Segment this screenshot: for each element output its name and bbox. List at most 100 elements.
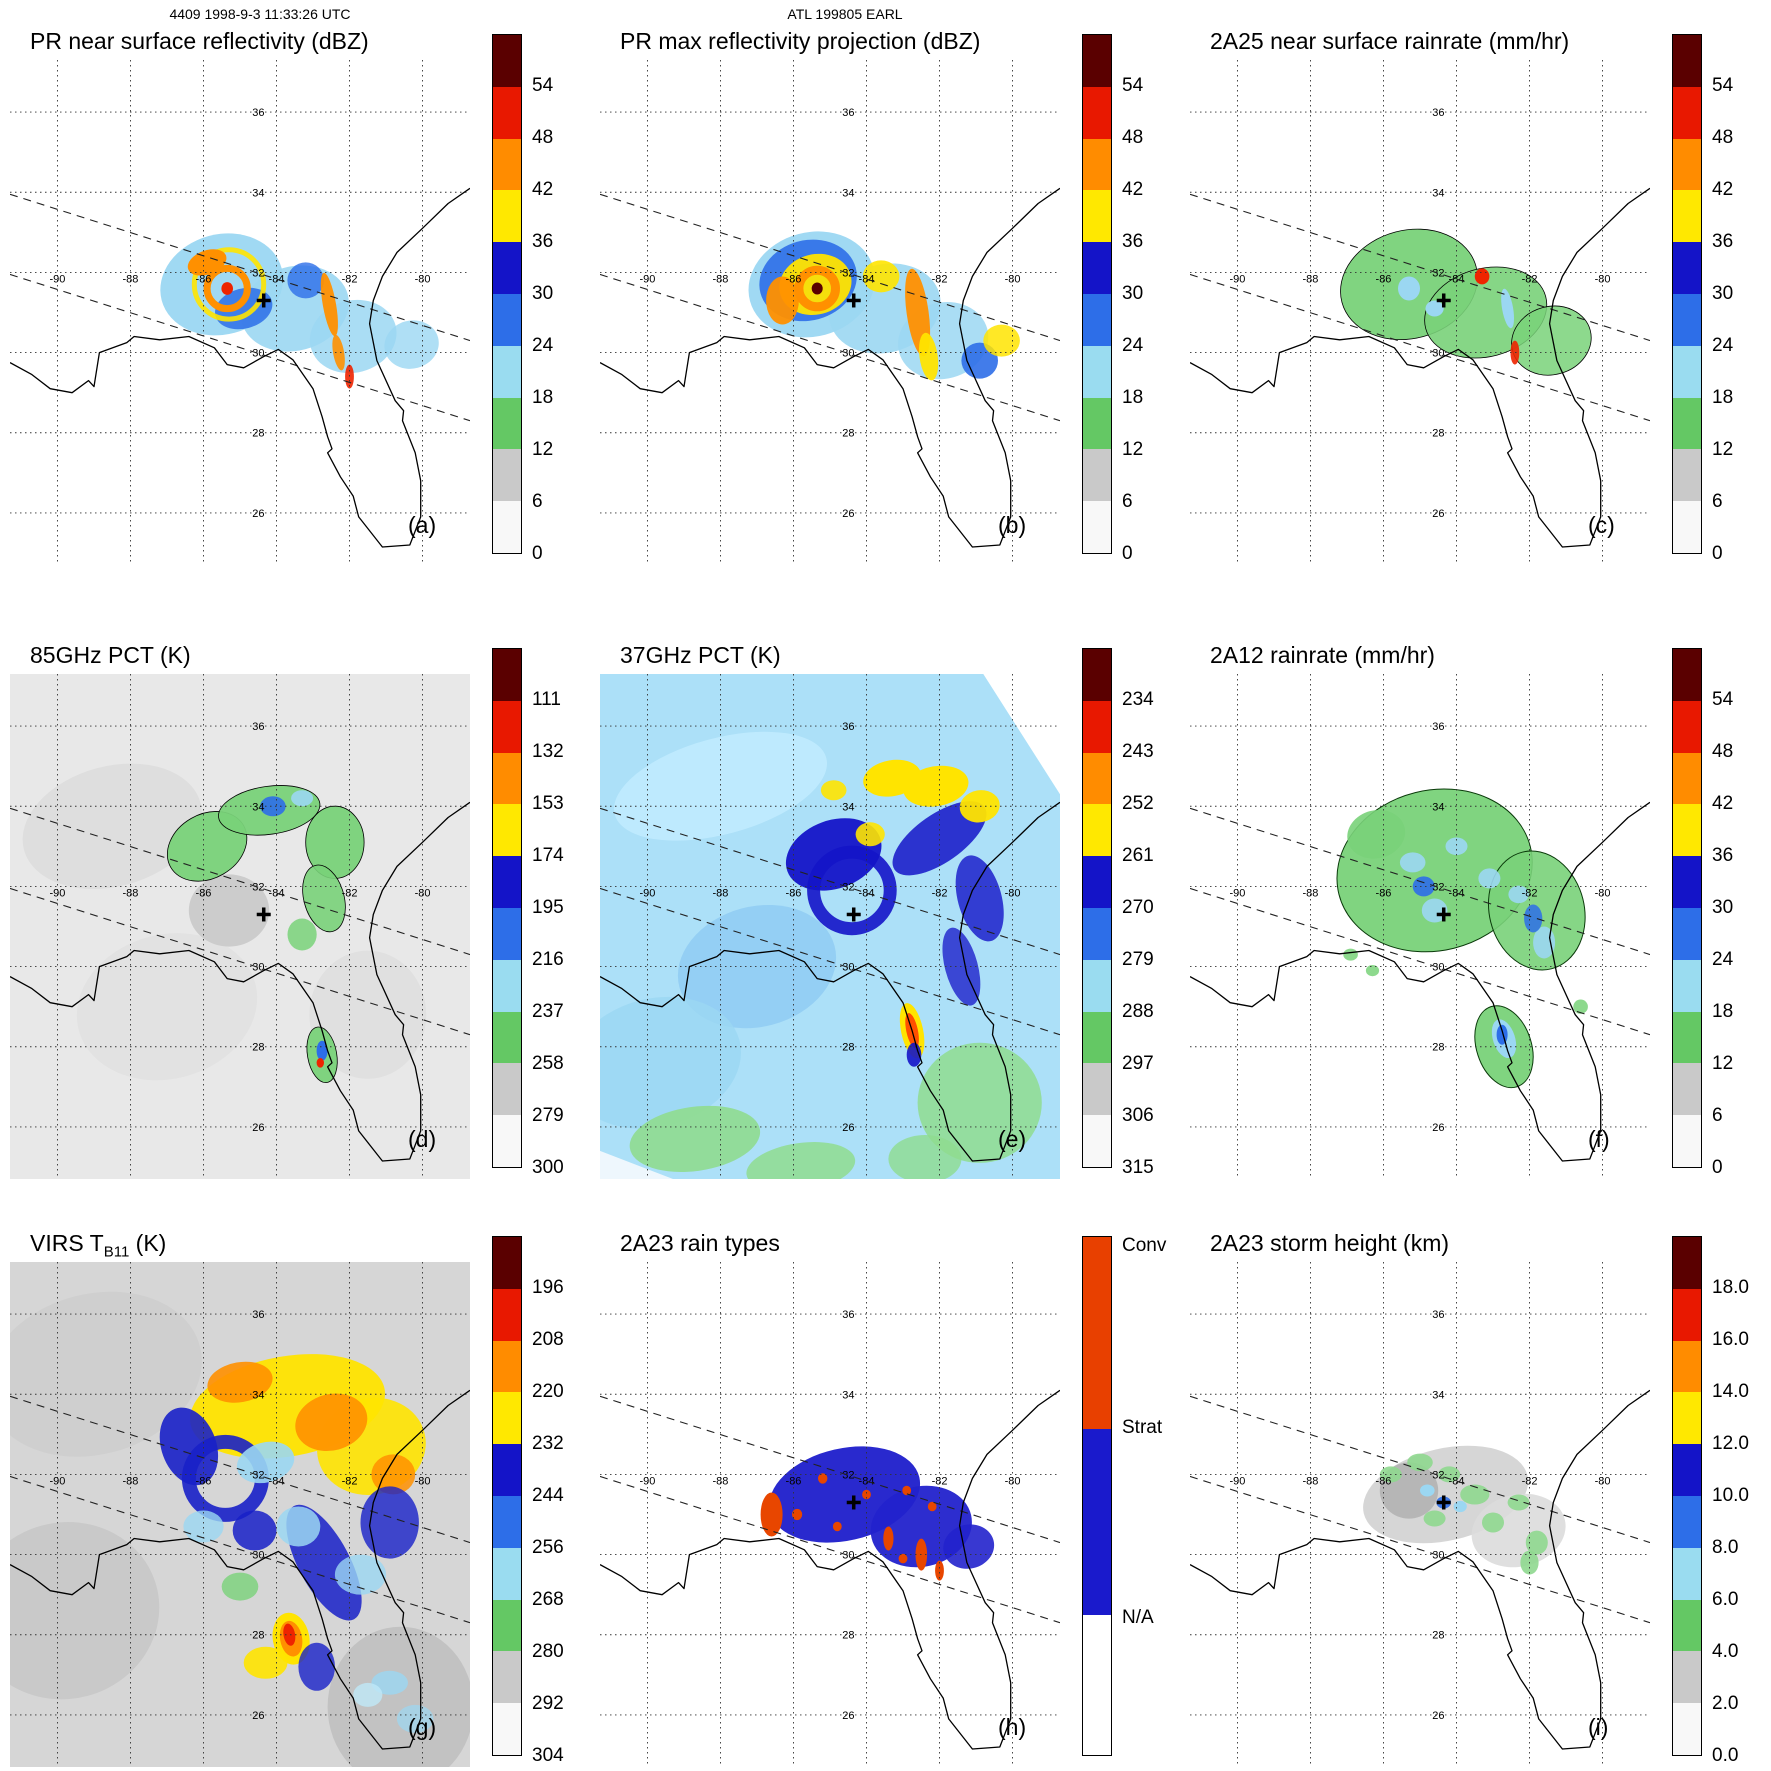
- data-ring: [191, 247, 267, 322]
- data-region: [298, 1642, 335, 1691]
- colorbar-segment: [1673, 1063, 1701, 1116]
- data-region: [955, 855, 1004, 942]
- data-region: [935, 1560, 944, 1581]
- latitude-grid-label: 36: [1432, 721, 1444, 733]
- panel-title: PR max reflectivity projection (dBZ): [620, 28, 980, 59]
- colorbar-segment: [1083, 1063, 1111, 1116]
- latitude-grid-label: 28: [842, 1042, 854, 1054]
- colorbar-tick-label: 196: [532, 1277, 564, 1298]
- latitude-grid-label: 36: [842, 107, 854, 119]
- map-c: -90 -88 -86 -84 -82 -80 36 34 32 30 28 26 (c): [1190, 60, 1650, 565]
- map-i: -90 -88 -86 -84 -82 -80 36 34 32 30 28 26 (i): [1190, 1262, 1650, 1767]
- colorbar-segment: [493, 1392, 521, 1445]
- latitude-grid-label: 30: [252, 962, 264, 974]
- data-region: [1460, 1484, 1490, 1505]
- colorbar-tick-label: 0: [532, 543, 543, 564]
- data-region: [1508, 885, 1529, 904]
- colorbar-segment: [493, 1547, 521, 1600]
- colorbar-segment: [493, 1063, 521, 1116]
- colorbar-segment: [493, 649, 521, 701]
- longitude-grid-label: -84: [859, 887, 875, 899]
- data-region: [862, 1489, 871, 1500]
- colorbar-segment: [1673, 190, 1701, 243]
- data-region: [614, 731, 827, 841]
- panel-g: VIRS TB11 (K) -90 -88 -86 -84 -82 -80 36 34 32 30…: [0, 1228, 590, 1771]
- data-region: [187, 249, 227, 276]
- data-region: [360, 1486, 419, 1559]
- longitude-grid-label: -88: [123, 273, 139, 285]
- colorbar-segment: [493, 138, 521, 191]
- colorbar-segment: [1083, 856, 1111, 908]
- latitude-grid-label: 26: [1432, 508, 1444, 520]
- longitude-grid-label: -80: [1005, 1475, 1021, 1487]
- data-region: [902, 1485, 912, 1496]
- colorbar-tick-label: 8.0: [1712, 1537, 1739, 1558]
- colorbar-segment: [1083, 1115, 1111, 1167]
- colorbar-tick-label: 12.0: [1712, 1433, 1749, 1454]
- longitude-grid-label: -80: [1595, 1475, 1611, 1487]
- panel-letter-label: (f): [1588, 1126, 1610, 1152]
- panel-b: PR max reflectivity projection (dBZ) -90…: [590, 26, 1180, 604]
- data-ring: [203, 264, 251, 313]
- colorbar-segment: [1083, 501, 1111, 553]
- swath-edge-line: [10, 1395, 470, 1544]
- colorbar-segment: [1083, 397, 1111, 450]
- panel-title: 37GHz PCT (K): [620, 642, 781, 673]
- colorbar-segment: [1083, 1615, 1111, 1755]
- data-region: [959, 790, 1000, 823]
- data-region: [332, 334, 345, 371]
- colorbar-tick-label: 232: [532, 1433, 564, 1454]
- data-region: [320, 272, 338, 337]
- colorbar-segment: [493, 752, 521, 805]
- data-region: [917, 1042, 1042, 1163]
- panel-title-text: 37GHz PCT (K): [620, 642, 781, 668]
- colorbar-h: Conv Strat N/A: [1082, 1235, 1178, 1771]
- coastline: [10, 1389, 470, 1750]
- colorbar-f: 54 48 42 36 30 24 18 12 6 0: [1672, 648, 1768, 1193]
- data-region: [1507, 1494, 1530, 1511]
- colorbar-segment: [493, 35, 521, 87]
- data-region: [1510, 340, 1520, 365]
- data-region: [888, 1135, 962, 1179]
- panel-title: 2A23 rain types: [620, 1230, 780, 1261]
- colorbar-segment: [493, 1237, 521, 1289]
- colorbar-tick-label: 6: [1712, 491, 1723, 512]
- colorbar-tick-label: 220: [532, 1381, 564, 1402]
- latitude-grid-label: 34: [1432, 801, 1444, 813]
- data-region: [1343, 948, 1358, 961]
- colorbar-tick-label: 54: [532, 75, 554, 96]
- colorbar-segment: [1673, 804, 1701, 857]
- latitude-grid-label: 34: [252, 801, 264, 813]
- colorbar-tick-label: 30: [1712, 897, 1734, 918]
- longitude-grid-label: -88: [123, 887, 139, 899]
- map-b: -90 -88 -86 -84 -82 -80 36 34 32 30 28 26 (b): [600, 60, 1060, 565]
- colorbar-tick-label: 6: [532, 491, 543, 512]
- swath-edge-line: [1190, 193, 1650, 342]
- panel-d: 85GHz PCT (K) -90 -88 -86 -84 -82 -80 36 34 32 30…: [0, 640, 590, 1218]
- swath-edge-line: [1190, 1395, 1650, 1544]
- colorbar-tick-label: 111: [532, 689, 561, 710]
- colorbar-scale: [1082, 34, 1112, 554]
- swath-edge-line: [1190, 1475, 1650, 1624]
- data-region: [1421, 898, 1448, 923]
- colorbar-segment: [1673, 1115, 1701, 1167]
- longitude-grid-label: -90: [50, 273, 66, 285]
- data-region: [766, 276, 799, 325]
- colorbar-segment: [1083, 804, 1111, 857]
- longitude-grid-label: -88: [1303, 1475, 1319, 1487]
- colorbar-tick-label: Strat: [1122, 1417, 1163, 1439]
- colorbar-segment: [493, 397, 521, 450]
- longitude-grid-label: -86: [786, 1475, 802, 1487]
- colorbar-segment: [1673, 1599, 1701, 1652]
- data-region: [221, 1572, 259, 1601]
- swath-edge-line: [10, 887, 470, 1036]
- coastline: [1190, 801, 1650, 1162]
- colorbar-tick-label: 42: [1122, 179, 1144, 200]
- colorbar-segment: [1673, 1340, 1701, 1393]
- longitude-grid-label: -82: [932, 273, 948, 285]
- latitude-grid-label: 36: [252, 721, 264, 733]
- data-region: [1398, 276, 1420, 301]
- data-region: [207, 1361, 273, 1403]
- colorbar-tick-label: 54: [1122, 75, 1144, 96]
- latitude-grid-label: 32: [1432, 267, 1444, 279]
